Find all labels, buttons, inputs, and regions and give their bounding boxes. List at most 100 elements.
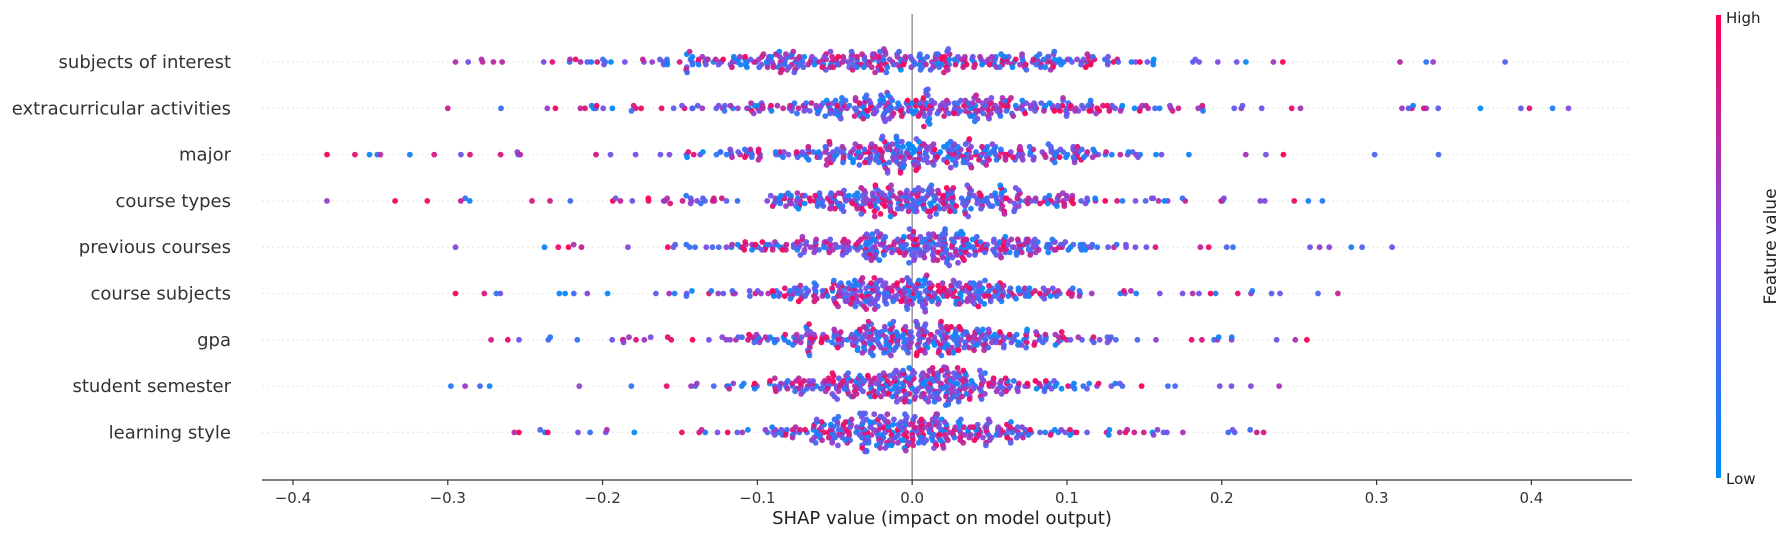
shap-point <box>876 257 883 264</box>
shap-point <box>1129 149 1136 155</box>
shap-point <box>689 53 696 60</box>
shap-point <box>1207 290 1214 297</box>
shap-point <box>936 205 943 212</box>
shap-point <box>1058 61 1064 68</box>
shap-point <box>1148 195 1155 202</box>
shap-point <box>679 198 686 204</box>
shap-point <box>802 192 808 199</box>
shap-point <box>917 66 924 73</box>
feature-labels: subjects of interest extracurricular acti… <box>12 52 232 443</box>
shap-point <box>392 198 398 204</box>
shap-point <box>621 59 628 65</box>
shap-point <box>1518 105 1524 112</box>
x-tick-label: −0.4 <box>275 489 311 507</box>
shap-point <box>889 141 896 148</box>
shap-point <box>872 182 879 189</box>
shap-point <box>901 252 908 258</box>
shap-point <box>845 280 852 286</box>
shap-point <box>859 51 865 58</box>
shap-point <box>934 110 941 117</box>
shap-point <box>971 64 977 71</box>
shap-point <box>544 105 551 112</box>
shap-point <box>930 257 937 264</box>
shap-point <box>771 432 778 438</box>
shap-point <box>1248 383 1254 389</box>
shap-point <box>966 396 973 402</box>
shap-point <box>1133 290 1140 297</box>
shap-point <box>1014 424 1021 431</box>
shap-point <box>1013 331 1020 338</box>
shap-point <box>929 298 935 305</box>
shap-point <box>829 285 835 292</box>
shap-point <box>1131 105 1138 112</box>
shap-point <box>831 277 837 284</box>
shap-point <box>1276 383 1282 389</box>
shap-point <box>832 97 839 104</box>
shap-point <box>679 102 685 109</box>
shap-point <box>1070 241 1077 248</box>
shap-point <box>897 149 904 155</box>
shap-point <box>818 419 825 425</box>
shap-point <box>593 102 600 109</box>
shap-point <box>1161 198 1168 204</box>
shap-point <box>1215 334 1222 341</box>
shap-point <box>747 56 754 63</box>
shap-point <box>720 290 727 297</box>
shap-point <box>871 306 878 312</box>
shap-point <box>841 236 848 243</box>
shap-point <box>935 187 941 194</box>
shap-point <box>870 352 876 359</box>
shap-point <box>879 190 885 197</box>
shap-point <box>842 298 849 305</box>
shap-point <box>964 298 971 305</box>
shap-point <box>1239 102 1246 109</box>
shap-point <box>982 391 988 397</box>
shap-point <box>925 231 932 238</box>
shap-point <box>900 143 906 150</box>
shap-point <box>1042 195 1049 202</box>
shap-point <box>863 254 870 261</box>
shap-point <box>934 411 941 418</box>
shap-point <box>1152 105 1158 112</box>
shap-point <box>477 383 483 389</box>
shap-point <box>1087 97 1094 104</box>
shap-point <box>1071 385 1078 392</box>
shap-point <box>1040 285 1047 292</box>
shap-point <box>951 434 958 441</box>
shap-point <box>1000 344 1007 351</box>
shap-point <box>911 162 918 168</box>
shap-point <box>729 241 735 248</box>
shap-point <box>1008 339 1015 346</box>
shap-point <box>1015 285 1022 292</box>
shap-point <box>846 102 853 109</box>
shap-point <box>922 378 929 384</box>
shap-point <box>794 246 801 253</box>
shap-point <box>962 385 968 392</box>
shap-point <box>955 259 961 266</box>
shap-point <box>1152 244 1159 251</box>
shap-point <box>1212 290 1219 297</box>
shap-point <box>974 200 981 207</box>
shap-point <box>918 393 925 400</box>
shap-point <box>1435 151 1442 158</box>
shap-point <box>982 249 988 256</box>
shap-point <box>966 136 973 142</box>
shap-point <box>649 59 656 65</box>
shap-point <box>759 239 766 245</box>
shap-point <box>684 154 690 161</box>
shap-point <box>930 141 937 148</box>
shap-point <box>913 97 919 104</box>
shap-point <box>993 252 1000 258</box>
shap-point <box>756 339 763 346</box>
shap-point <box>822 388 829 395</box>
shap-point <box>783 203 789 210</box>
shap-point <box>969 100 976 106</box>
shap-point <box>907 246 914 253</box>
shap-point <box>846 192 852 199</box>
shap-point <box>952 61 959 68</box>
shap-point <box>698 426 705 433</box>
shap-point <box>992 53 999 60</box>
shap-point <box>759 246 765 253</box>
shap-point <box>829 439 836 446</box>
shap-point <box>324 151 330 158</box>
